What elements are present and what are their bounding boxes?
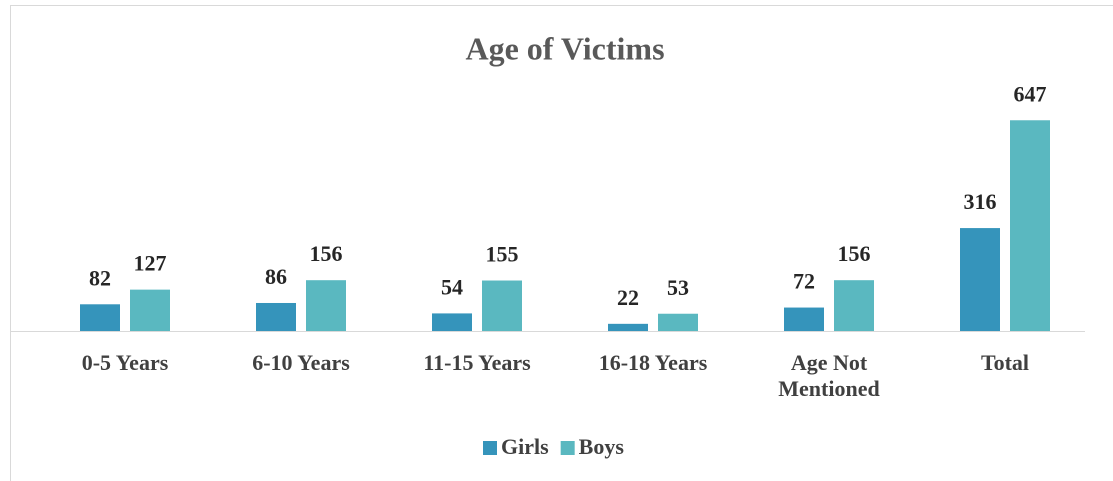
bar — [658, 313, 698, 331]
data-label: 54 — [441, 274, 463, 299]
bar — [482, 280, 522, 331]
data-label: 155 — [486, 242, 519, 267]
bar — [130, 289, 170, 331]
bar — [306, 280, 346, 331]
bar — [834, 280, 874, 331]
data-label: 156 — [838, 241, 871, 266]
data-label: 82 — [89, 265, 111, 290]
x-tick-label: 16-18 Years — [598, 350, 708, 375]
legend-label: Girls — [501, 434, 549, 459]
data-label: 53 — [667, 275, 689, 300]
data-label: 647 — [1014, 81, 1047, 106]
bar — [80, 304, 120, 331]
data-label: 316 — [964, 189, 997, 214]
bar — [432, 313, 472, 331]
bar — [784, 307, 824, 331]
bar — [256, 302, 296, 331]
chart-frame — [10, 5, 1113, 481]
x-tick-label: Age Not Mentioned — [778, 350, 880, 401]
bar — [608, 323, 648, 331]
legend-label: Boys — [579, 434, 625, 459]
x-tick-label: Total — [980, 350, 1030, 375]
data-label: 22 — [617, 285, 639, 310]
data-label: 156 — [310, 241, 343, 266]
data-label: 72 — [793, 269, 815, 294]
data-label: 127 — [134, 251, 167, 276]
bar — [960, 228, 1000, 331]
legend-swatch — [560, 441, 575, 455]
legend-swatch — [483, 441, 497, 455]
data-label: 86 — [265, 264, 287, 289]
x-tick-label: 0-5 Years — [81, 350, 169, 375]
x-tick-label: 11-15 Years — [423, 350, 531, 375]
chart-title: Age of Victims — [465, 30, 664, 66]
bar — [1010, 120, 1050, 332]
x-tick-label: 6-10 Years — [252, 350, 350, 375]
